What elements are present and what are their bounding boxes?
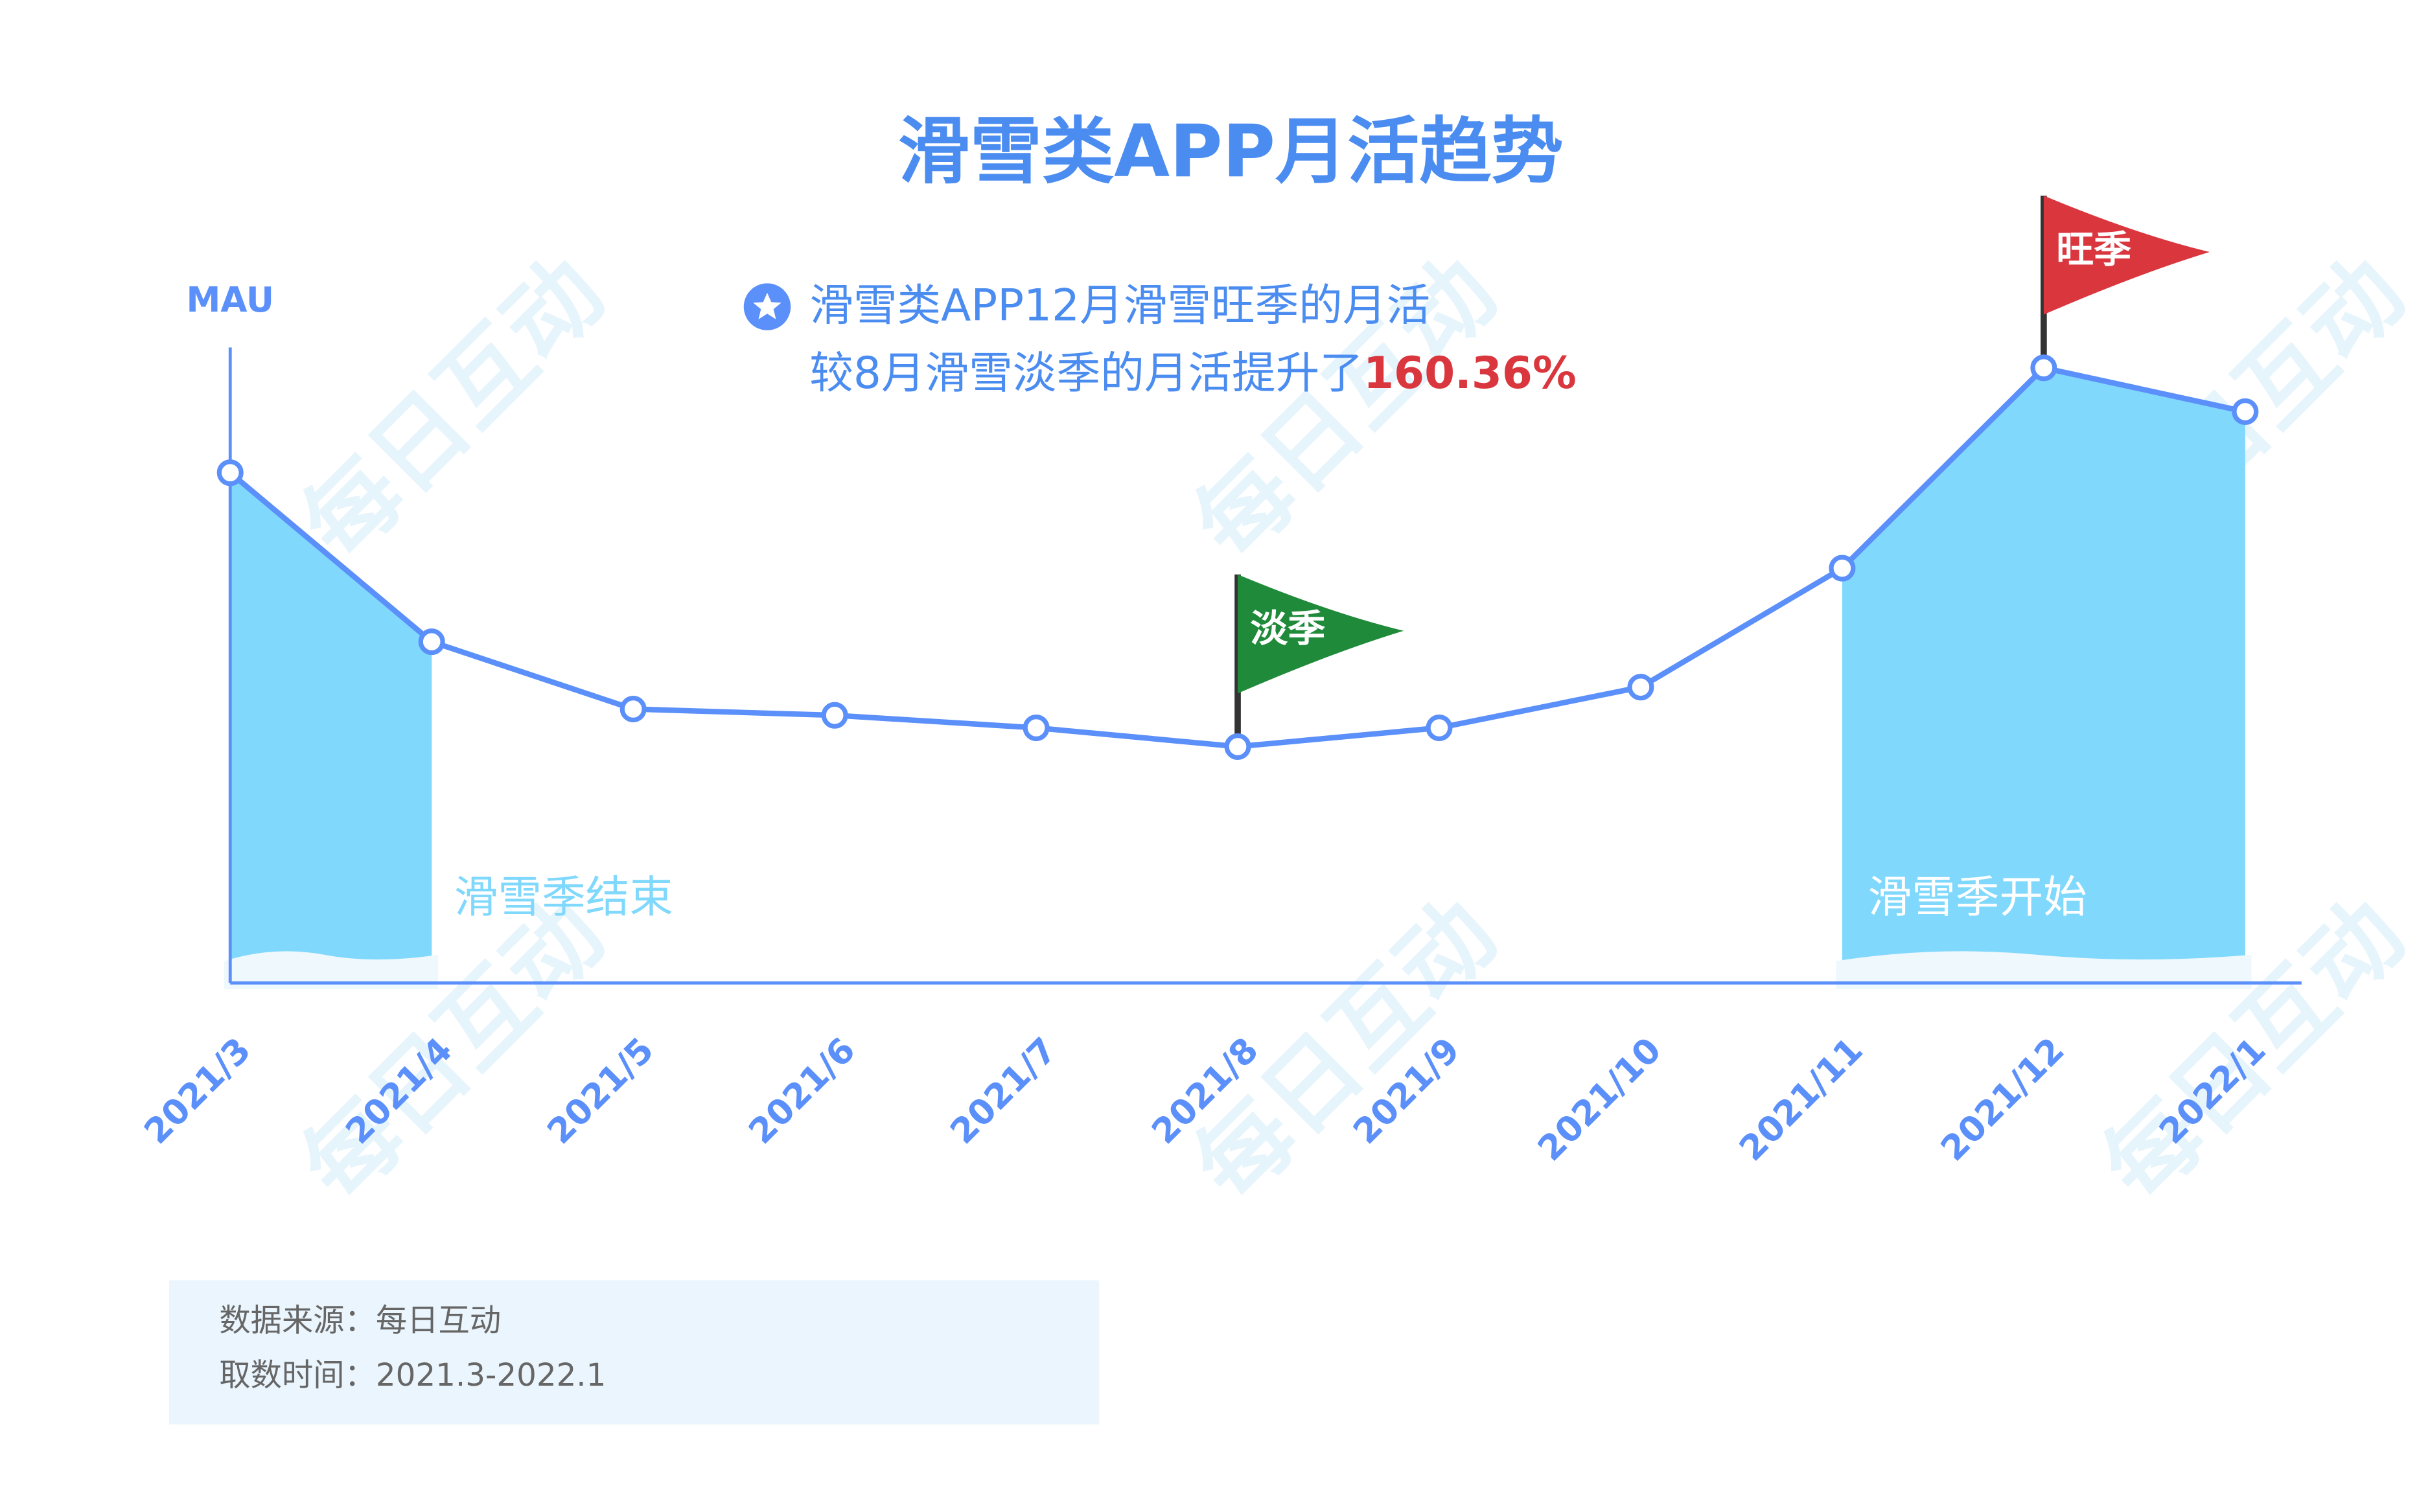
note-star xyxy=(753,292,781,319)
point xyxy=(619,695,647,723)
point xyxy=(1023,714,1050,742)
point xyxy=(1627,674,1654,701)
snow xyxy=(1836,951,2252,990)
note-highlight: 160.36% xyxy=(1363,347,1577,398)
season-label: 滑雪季结束 xyxy=(454,871,673,922)
note-line: 较8月滑雪淡季的月活提升了160.36% xyxy=(809,347,1577,398)
period: 取数时间：2021.3-2022.1 xyxy=(219,1357,606,1393)
note-line: 滑雪类APP12月滑雪旺季的月活 xyxy=(809,280,1430,331)
snow xyxy=(224,951,438,990)
flag xyxy=(2043,196,2210,315)
chart-title: 滑雪类APP月活趋势 xyxy=(898,110,1564,194)
point xyxy=(2232,398,2259,425)
season-label: 滑雪季开始 xyxy=(1868,871,2087,922)
point xyxy=(1224,733,1251,761)
flag-label: 旺季 xyxy=(2056,227,2131,271)
season-area xyxy=(1842,367,2245,983)
point xyxy=(216,459,244,487)
note-text: 较8月滑雪淡季的月活提升了 xyxy=(809,347,1363,398)
y-axis-label: MAU xyxy=(186,280,274,320)
point xyxy=(1426,714,1453,742)
flag-label: 淡季 xyxy=(1250,606,1325,650)
point xyxy=(821,702,848,729)
source-box xyxy=(169,1280,1100,1425)
point xyxy=(2030,354,2057,382)
point xyxy=(1829,555,1856,582)
point xyxy=(418,628,445,656)
flag xyxy=(1238,574,1404,694)
source: 数据来源：每日互动 xyxy=(219,1303,501,1339)
